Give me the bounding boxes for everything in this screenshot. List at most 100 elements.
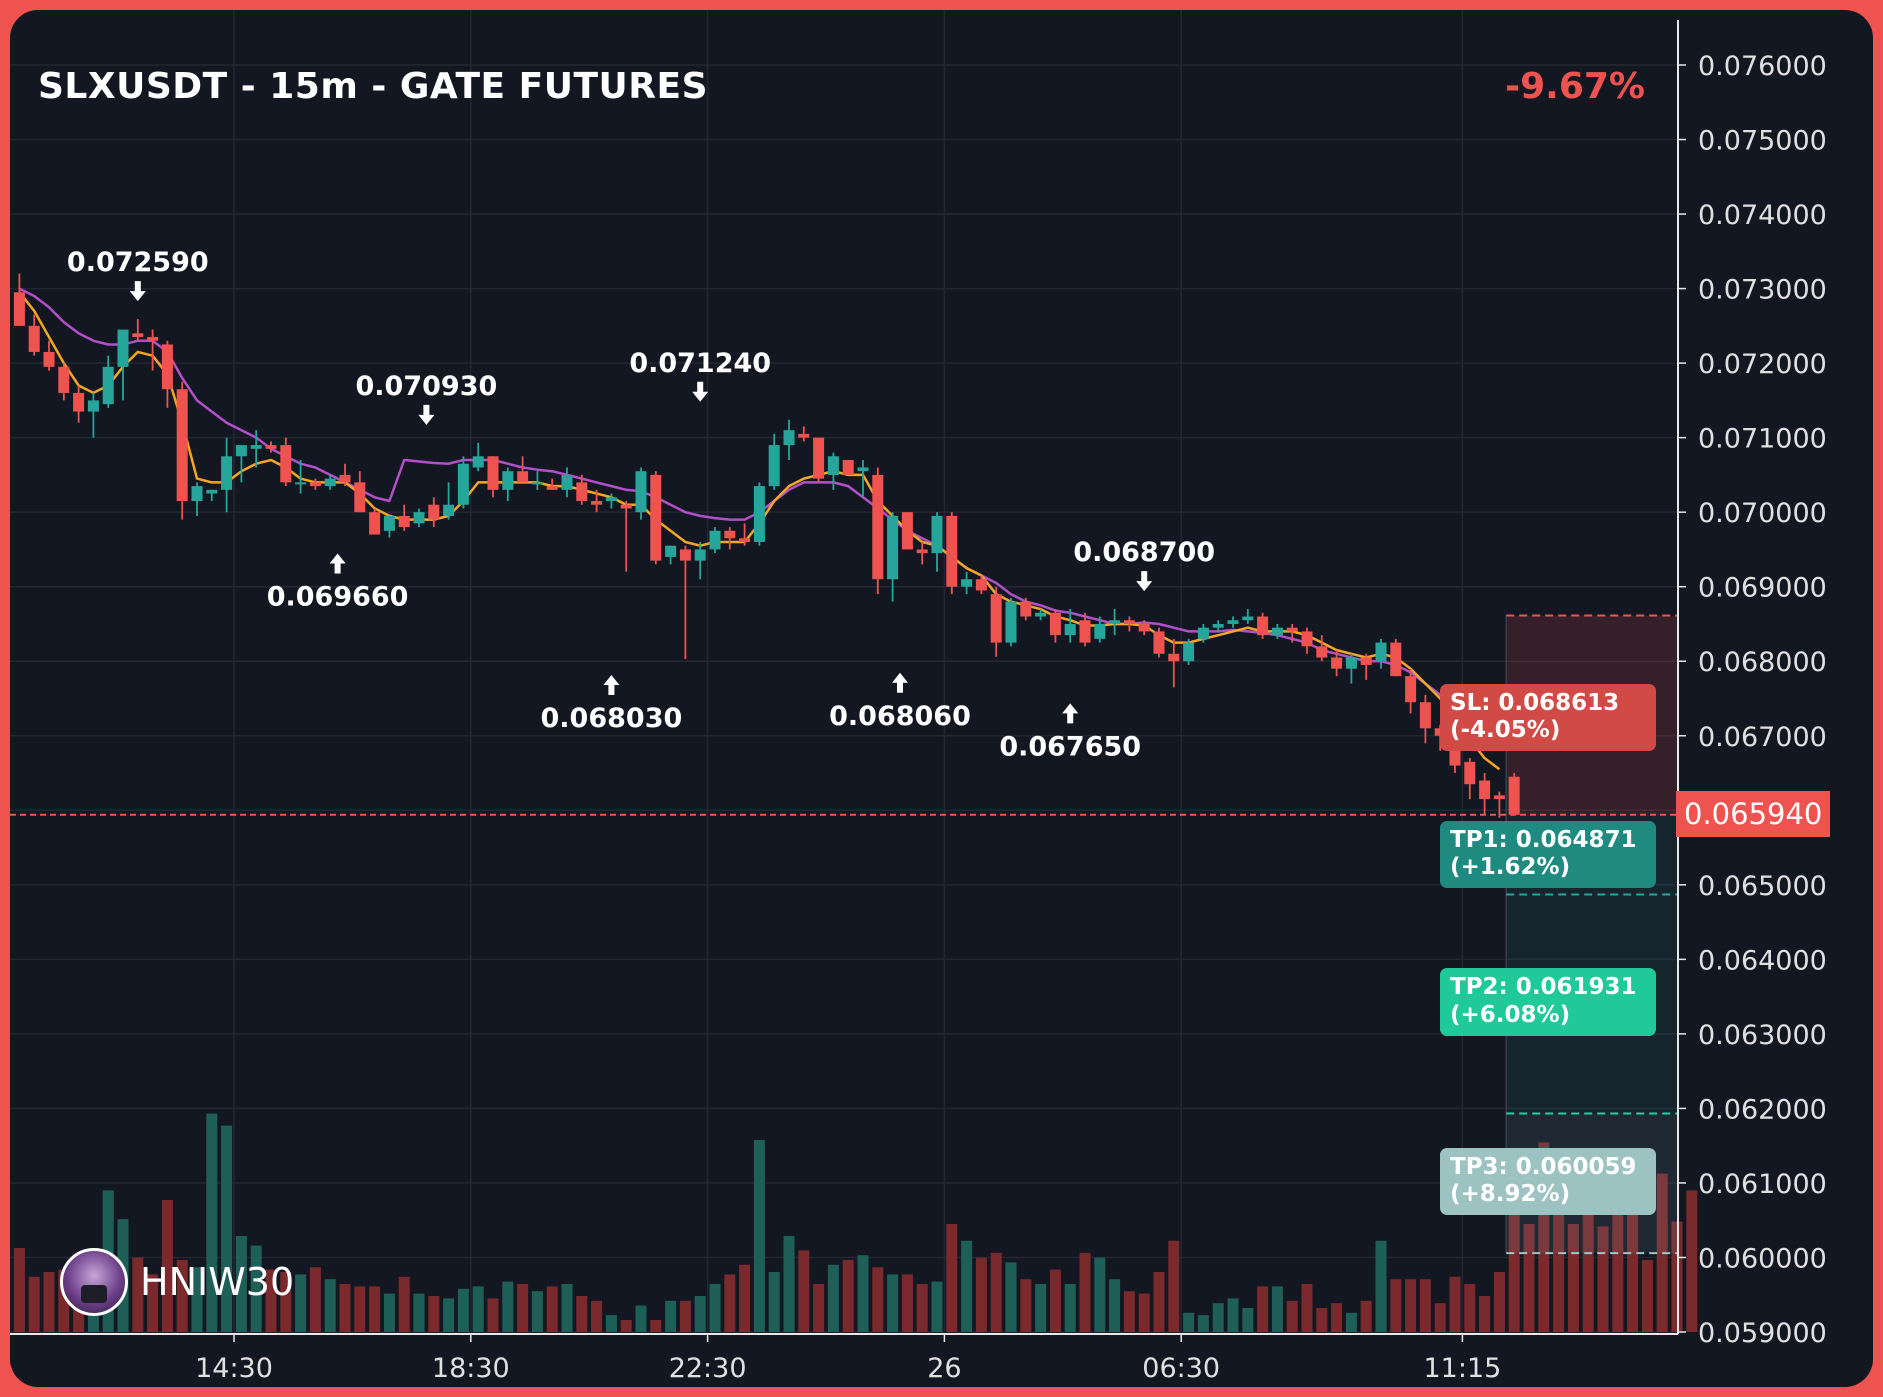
candle-body xyxy=(102,366,114,405)
candle-body xyxy=(931,515,943,554)
volume-bar xyxy=(857,1255,869,1332)
volume-bar xyxy=(1049,1269,1061,1332)
candle-body xyxy=(443,504,455,516)
volume-bar xyxy=(1479,1296,1491,1332)
candle xyxy=(1242,609,1254,624)
candle-body xyxy=(1094,623,1106,639)
volume-bar xyxy=(1464,1284,1476,1332)
volume-bar xyxy=(206,1113,218,1332)
grid xyxy=(10,10,1678,1333)
candle xyxy=(1331,650,1343,677)
candle xyxy=(753,482,765,546)
volume-bar xyxy=(295,1274,307,1332)
volume-bar xyxy=(872,1267,884,1332)
candle-body xyxy=(605,497,617,501)
candle xyxy=(176,381,188,520)
candle xyxy=(724,527,736,550)
volume-bar xyxy=(1641,1260,1653,1332)
candle-body xyxy=(161,344,173,390)
arrow-down-icon xyxy=(692,381,709,402)
volume-bar xyxy=(28,1276,40,1332)
candle xyxy=(1419,694,1431,744)
volume-bar xyxy=(1375,1240,1387,1332)
volume-bar xyxy=(1686,1190,1698,1332)
volume-bar xyxy=(1183,1312,1195,1332)
candle-body xyxy=(487,456,499,490)
volume-bar xyxy=(1123,1291,1135,1332)
candle-body xyxy=(798,433,810,438)
current-price-tag: 0.065940 xyxy=(1676,790,1831,837)
annotation-label: 0.071240 xyxy=(629,348,771,379)
volume-bar xyxy=(842,1260,854,1332)
candle-body xyxy=(1183,642,1195,662)
volume-bar xyxy=(1212,1303,1224,1332)
candle xyxy=(487,456,499,498)
candle xyxy=(635,467,647,520)
candle-body xyxy=(73,392,85,412)
candle xyxy=(87,392,99,438)
arrow-down-icon xyxy=(129,281,146,302)
candle-body xyxy=(1035,612,1047,617)
y-tick-label: 0.072000 xyxy=(1698,349,1827,380)
volume-bar xyxy=(413,1293,425,1332)
volume-bar xyxy=(191,1267,203,1332)
candle-body xyxy=(872,474,884,580)
volume-bar xyxy=(1138,1293,1150,1332)
volume-bar xyxy=(58,1269,70,1332)
price-chart[interactable]: 0.072590 0.069660 0.070930 0.068030 0.071240… xyxy=(10,10,1873,1387)
candle xyxy=(1405,668,1417,714)
take-profit-3-percent: (+8.92%) xyxy=(1450,1181,1571,1208)
candle xyxy=(650,471,662,565)
volume-bar xyxy=(798,1250,810,1332)
candle xyxy=(531,471,543,490)
candle xyxy=(1005,597,1017,647)
stop-loss-price: SL: 0.068613 xyxy=(1450,689,1620,716)
take-profit-2-percent: (+6.08%) xyxy=(1450,1002,1571,1029)
candle xyxy=(517,456,529,483)
candle xyxy=(413,508,425,528)
candle xyxy=(827,452,839,490)
volume-bar xyxy=(1079,1252,1091,1332)
volume-bar xyxy=(280,1272,292,1332)
candle-body xyxy=(383,515,395,531)
candle-body xyxy=(147,337,159,341)
candle-body xyxy=(1464,761,1476,785)
candle xyxy=(235,445,247,483)
candle-body xyxy=(724,530,736,539)
candle xyxy=(398,504,410,531)
candle xyxy=(1197,623,1209,643)
candle-body xyxy=(975,579,987,591)
candle-body xyxy=(1360,657,1372,665)
volume-bar xyxy=(901,1274,913,1332)
volume-bar xyxy=(235,1236,247,1332)
volume-bar xyxy=(1257,1286,1269,1332)
candle-body xyxy=(1271,627,1283,636)
volume-bar xyxy=(428,1296,440,1332)
volume-bar xyxy=(1538,1142,1550,1332)
candle xyxy=(576,474,588,505)
candle-body xyxy=(1227,620,1239,624)
candle xyxy=(339,463,351,487)
candle xyxy=(324,474,336,490)
candle xyxy=(250,430,262,468)
price-annotation: 0.067650 xyxy=(999,703,1141,762)
volume-bar xyxy=(1271,1286,1283,1332)
candle xyxy=(354,471,366,513)
volume-bar xyxy=(1627,1168,1639,1332)
candle xyxy=(1035,609,1047,621)
candle-body xyxy=(28,325,40,352)
candle-body xyxy=(768,445,780,487)
candle xyxy=(783,419,795,461)
volume-bar xyxy=(931,1281,943,1332)
volume-bar xyxy=(487,1298,499,1332)
candle xyxy=(694,541,706,580)
volume-bar xyxy=(768,1272,780,1332)
volume-bar xyxy=(605,1315,617,1332)
candle-body xyxy=(842,460,854,475)
take-profit-1-price: TP1: 0.064871 xyxy=(1450,826,1637,853)
candle xyxy=(561,467,573,498)
candle xyxy=(191,482,203,516)
take-profit-2-price: TP2: 0.061931 xyxy=(1450,974,1637,1001)
candles xyxy=(13,273,1520,818)
candle xyxy=(872,467,884,595)
